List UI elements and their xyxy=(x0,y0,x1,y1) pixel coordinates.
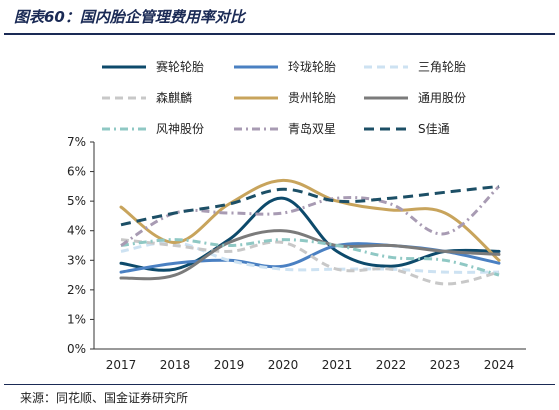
title-divider xyxy=(4,33,555,35)
legend-swatch xyxy=(364,65,408,68)
line-chart: 0% 1% 2% 3% 4% 5% 6% 7% 2017 2018 2019 2020 2021 2022… xyxy=(67,135,526,372)
legend-label: 森麒麟 xyxy=(156,91,193,105)
y-tick-label: 7% xyxy=(67,135,86,149)
legend-item-贵州轮胎: 贵州轮胎 xyxy=(232,89,336,106)
legend-swatch xyxy=(234,96,278,99)
source-note: 来源：同花顺、国金证券研究所 xyxy=(20,391,189,405)
legend-label: S佳通 xyxy=(418,122,450,136)
legend: 赛轮轮胎 玲珑轮胎 三角轮胎森麒麟 贵州轮胎 通用股份风神股份 青岛双星 S佳通 xyxy=(0,0,559,140)
series-line-贵州轮胎 xyxy=(119,178,501,262)
legend-label: 通用股份 xyxy=(418,91,467,105)
legend-swatch xyxy=(234,65,278,68)
legend-item-赛轮轮胎: 赛轮轮胎 xyxy=(100,58,204,75)
series-line-s佳通 xyxy=(120,184,500,227)
x-tick-label: 2024 xyxy=(484,358,515,372)
y-tick-label: 1% xyxy=(67,312,86,326)
legend-swatch xyxy=(102,127,146,130)
chart-title: 图表60：国内胎企管理费用率对比 xyxy=(14,8,245,26)
legend-item-s佳通: S佳通 xyxy=(362,120,450,137)
series-line-通用股份 xyxy=(119,229,501,281)
legend-item-青岛双星: 青岛双星 xyxy=(232,120,336,137)
legend-label: 青岛双星 xyxy=(288,122,337,136)
legend-swatch xyxy=(234,127,278,130)
series-line-青岛双星 xyxy=(120,185,501,247)
legend-label: 贵州轮胎 xyxy=(288,91,337,105)
legend-item-风神股份: 风神股份 xyxy=(100,120,204,137)
legend-swatch xyxy=(102,65,146,68)
legend-label: 三角轮胎 xyxy=(418,60,467,74)
y-tick-label: 3% xyxy=(67,253,86,267)
legend-swatch xyxy=(102,96,146,99)
source-divider xyxy=(4,384,555,385)
x-tick-label: 2017 xyxy=(106,358,137,372)
y-tick-label: 2% xyxy=(67,283,86,297)
legend-label: 风神股份 xyxy=(156,122,205,136)
y-tick-label: 0% xyxy=(67,342,86,356)
y-tick-label: 6% xyxy=(67,165,86,179)
y-tick-label: 5% xyxy=(67,194,86,208)
x-tick-label: 2022 xyxy=(376,358,407,372)
y-tick-label: 4% xyxy=(67,224,86,238)
x-tick-label: 2021 xyxy=(322,358,353,372)
legend-item-三角轮胎: 三角轮胎 xyxy=(362,58,466,75)
series-line-风神股份 xyxy=(120,238,500,277)
x-tick-label: 2023 xyxy=(430,358,461,372)
series-line-赛轮轮胎 xyxy=(119,196,501,272)
legend-label: 赛轮轮胎 xyxy=(156,60,205,74)
x-tick-label: 2019 xyxy=(214,358,245,372)
series-line-森麒麟 xyxy=(120,238,500,286)
legend-swatch xyxy=(364,96,408,99)
legend-item-玲珑轮胎: 玲珑轮胎 xyxy=(232,58,336,75)
legend-item-森麒麟: 森麒麟 xyxy=(100,89,192,106)
legend-swatch xyxy=(364,127,408,130)
legend-item-通用股份: 通用股份 xyxy=(362,89,466,106)
x-tick-label: 2020 xyxy=(268,358,299,372)
legend-label: 玲珑轮胎 xyxy=(288,60,337,74)
x-tick-label: 2018 xyxy=(160,358,191,372)
